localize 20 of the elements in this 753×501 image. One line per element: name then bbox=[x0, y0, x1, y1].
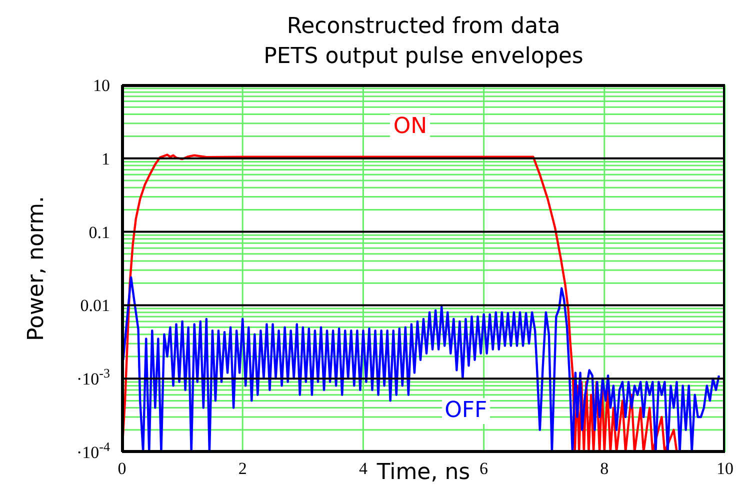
line-series bbox=[122, 154, 678, 452]
x-tick-label: 2 bbox=[238, 459, 247, 478]
y-tick-label: 10 bbox=[93, 76, 110, 95]
line-series bbox=[122, 276, 720, 452]
x-tick-label: 0 bbox=[118, 459, 126, 478]
x-tick-label: 6 bbox=[480, 459, 488, 478]
x-tick-label: 8 bbox=[600, 459, 609, 478]
x-tick-label: 10 bbox=[716, 459, 734, 478]
y-axis-title: Power, norm. bbox=[23, 196, 50, 341]
y-tick-label: 1 bbox=[102, 149, 110, 168]
y-tick-label: 0.1 bbox=[88, 222, 110, 242]
y-tick-label: ·10$^{-3}$ bbox=[76, 365, 110, 389]
x-axis-title: Time, ns bbox=[376, 460, 470, 485]
series-label: ON bbox=[390, 114, 430, 140]
y-tick-label: ·10$^{-4}$ bbox=[76, 438, 110, 462]
series-label: OFF bbox=[442, 398, 490, 424]
chart-title: Reconstructed from data bbox=[286, 13, 562, 41]
y-tick-label: 0.01 bbox=[80, 296, 110, 316]
x-tick-label: 4 bbox=[358, 459, 368, 478]
chart-subtitle: PETS output pulse envelopes bbox=[262, 43, 584, 71]
